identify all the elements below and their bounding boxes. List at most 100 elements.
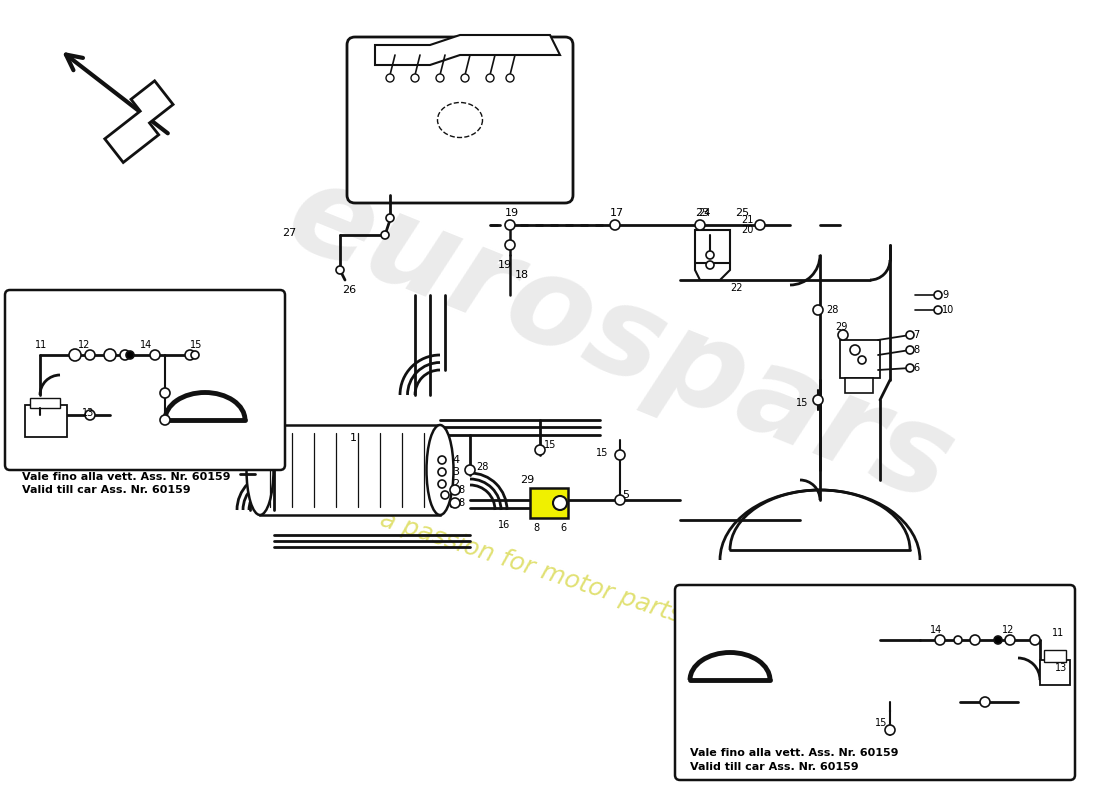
Text: 6: 6 [913,363,920,373]
Text: 18: 18 [515,270,529,280]
Circle shape [381,231,389,239]
Circle shape [450,485,460,495]
Circle shape [1030,635,1040,645]
Circle shape [813,305,823,315]
Ellipse shape [427,425,453,515]
Text: 24: 24 [698,208,711,218]
Text: 6: 6 [560,523,566,533]
Circle shape [185,350,195,360]
Circle shape [438,480,446,488]
Text: 21: 21 [741,215,754,225]
Text: Vale fino alla vett. Ass. Nr. 60159: Vale fino alla vett. Ass. Nr. 60159 [22,472,231,482]
Text: 13: 13 [82,408,95,418]
Circle shape [615,495,625,505]
Text: 5: 5 [621,490,629,500]
Circle shape [610,220,620,230]
Text: 28: 28 [826,305,838,315]
Circle shape [505,240,515,250]
Circle shape [150,350,160,360]
Text: 28: 28 [476,462,488,472]
Circle shape [160,415,170,425]
Circle shape [486,74,494,82]
Text: 8: 8 [458,498,464,508]
Text: Vale fino alla vett. Ass. Nr. 60159: Vale fino alla vett. Ass. Nr. 60159 [690,748,899,758]
Circle shape [886,725,895,735]
Circle shape [461,74,469,82]
Text: 15: 15 [190,340,202,350]
Circle shape [465,465,475,475]
Text: 12: 12 [78,340,90,350]
Circle shape [191,351,199,359]
Circle shape [706,251,714,259]
Text: Valid till car Ass. Nr. 60159: Valid till car Ass. Nr. 60159 [690,762,859,772]
Circle shape [858,356,866,364]
Text: 3: 3 [452,467,459,477]
Circle shape [441,491,449,499]
Text: 11: 11 [1052,628,1065,638]
Text: 8: 8 [448,500,455,510]
Text: 8: 8 [534,523,539,533]
Text: 23: 23 [695,208,710,218]
Text: 15: 15 [544,440,557,450]
Circle shape [850,345,860,355]
Text: 8: 8 [913,345,920,355]
Circle shape [104,349,116,361]
Circle shape [838,330,848,340]
Circle shape [450,498,460,508]
Text: 29: 29 [835,322,847,332]
Ellipse shape [246,425,274,515]
Circle shape [994,636,1002,644]
Bar [25,405,67,437]
Circle shape [615,450,625,460]
Bar [1044,650,1066,662]
Circle shape [438,468,446,476]
Text: 15: 15 [874,718,888,728]
Text: 27: 27 [282,228,296,238]
Text: 22: 22 [730,283,743,293]
Circle shape [706,261,714,269]
Circle shape [553,496,566,510]
Circle shape [505,220,515,230]
Circle shape [954,636,962,644]
Text: 19: 19 [498,260,513,270]
FancyBboxPatch shape [675,585,1075,780]
Circle shape [535,445,544,455]
Circle shape [336,266,344,274]
Text: 29: 29 [520,475,535,485]
Text: 12: 12 [1002,625,1014,635]
Text: 4: 4 [452,455,459,465]
Polygon shape [695,230,730,280]
Text: 15: 15 [796,398,808,408]
Text: 26: 26 [342,285,356,295]
Bar [845,378,873,393]
Circle shape [506,74,514,82]
Circle shape [85,410,95,420]
Circle shape [411,74,419,82]
Text: 7: 7 [913,330,920,340]
Text: a passion for motor parts since 1985: a passion for motor parts since 1985 [377,507,823,673]
Text: 17: 17 [610,208,624,218]
Circle shape [813,395,823,405]
Text: 1: 1 [350,433,358,443]
Circle shape [906,331,914,339]
Text: 15: 15 [596,448,608,458]
Text: 11: 11 [35,340,47,350]
Circle shape [386,214,394,222]
Text: 25: 25 [735,208,749,218]
Text: Valid till car Ass. Nr. 60159: Valid till car Ass. Nr. 60159 [22,485,190,495]
Bar [1040,660,1070,685]
Text: 16: 16 [498,520,510,530]
Polygon shape [375,35,560,65]
Text: 13: 13 [1055,663,1067,673]
Text: 9: 9 [942,290,948,300]
Bar [260,425,440,515]
Circle shape [970,635,980,645]
Circle shape [438,456,446,464]
Circle shape [436,74,444,82]
Circle shape [120,350,130,360]
Circle shape [69,349,81,361]
Text: 8: 8 [458,485,464,495]
Circle shape [980,697,990,707]
Text: 10: 10 [942,305,955,315]
Text: 20: 20 [741,225,754,235]
